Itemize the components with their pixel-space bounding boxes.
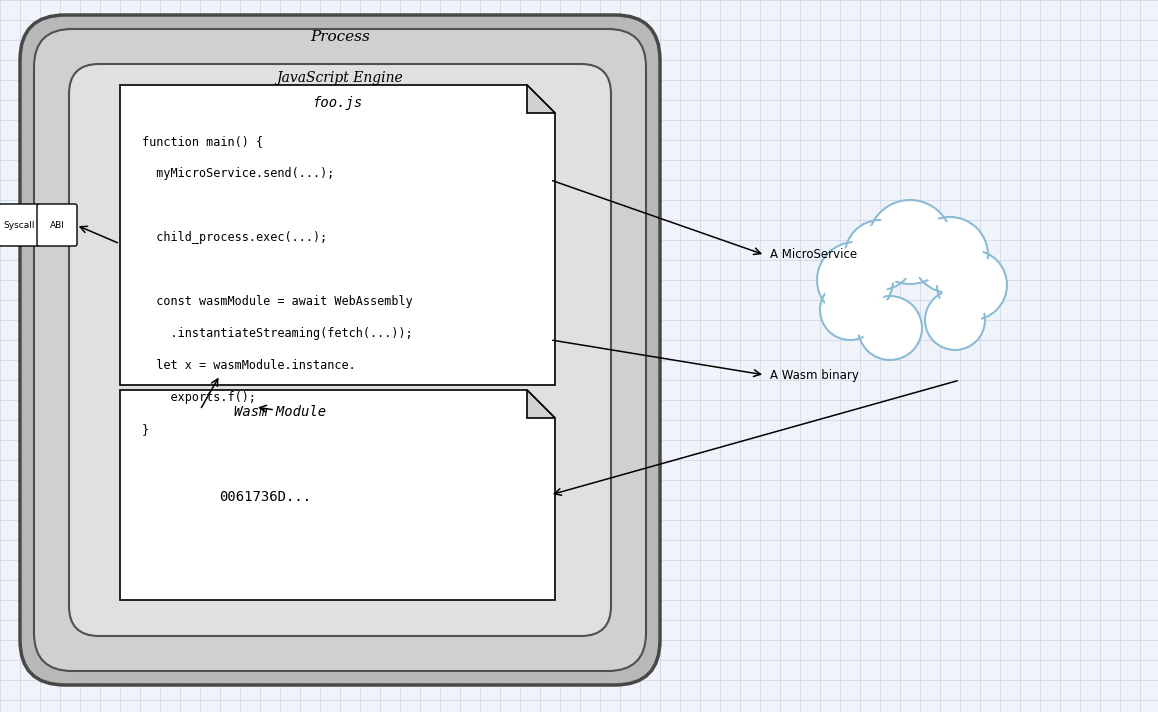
- Text: Wasm Module: Wasm Module: [234, 405, 327, 419]
- Text: 0061736D...: 0061736D...: [219, 490, 312, 504]
- Text: function main() {: function main() {: [142, 135, 263, 148]
- Text: const wasmModule = await WebAssembly: const wasmModule = await WebAssembly: [142, 295, 412, 308]
- Circle shape: [937, 250, 1007, 320]
- Text: A MicroService: A MicroService: [770, 248, 857, 261]
- Text: child_process.exec(...);: child_process.exec(...);: [142, 231, 328, 244]
- FancyBboxPatch shape: [34, 29, 646, 671]
- Circle shape: [818, 242, 893, 318]
- Text: A Wasm binary: A Wasm binary: [770, 369, 859, 382]
- Text: exports.f();: exports.f();: [142, 391, 256, 404]
- Text: let x = wasmModule.instance.: let x = wasmModule.instance.: [142, 359, 356, 372]
- Circle shape: [858, 296, 922, 360]
- Circle shape: [822, 248, 887, 313]
- Polygon shape: [120, 390, 555, 600]
- Polygon shape: [120, 85, 555, 385]
- Text: Syscall: Syscall: [3, 221, 35, 229]
- Text: foo.js: foo.js: [313, 96, 362, 110]
- Text: myMicroService.send(...);: myMicroService.send(...);: [142, 167, 335, 180]
- Circle shape: [850, 225, 910, 285]
- FancyBboxPatch shape: [0, 204, 39, 246]
- Circle shape: [845, 220, 915, 290]
- Circle shape: [824, 285, 875, 335]
- Text: }: }: [142, 423, 149, 436]
- Circle shape: [874, 206, 946, 278]
- Circle shape: [913, 217, 988, 293]
- Circle shape: [930, 295, 981, 345]
- FancyBboxPatch shape: [37, 204, 76, 246]
- Text: Process: Process: [310, 30, 369, 44]
- FancyBboxPatch shape: [69, 64, 611, 636]
- Circle shape: [943, 255, 1002, 315]
- Circle shape: [863, 300, 917, 355]
- Text: .instantiateStreaming(fetch(...));: .instantiateStreaming(fetch(...));: [142, 327, 412, 340]
- Circle shape: [868, 200, 952, 284]
- Polygon shape: [527, 390, 555, 418]
- Text: JavaScript Engine: JavaScript Engine: [277, 71, 403, 85]
- Circle shape: [925, 290, 985, 350]
- Circle shape: [917, 223, 982, 288]
- Polygon shape: [527, 85, 555, 113]
- Circle shape: [820, 280, 880, 340]
- Text: ABI: ABI: [50, 221, 65, 229]
- FancyBboxPatch shape: [20, 15, 660, 685]
